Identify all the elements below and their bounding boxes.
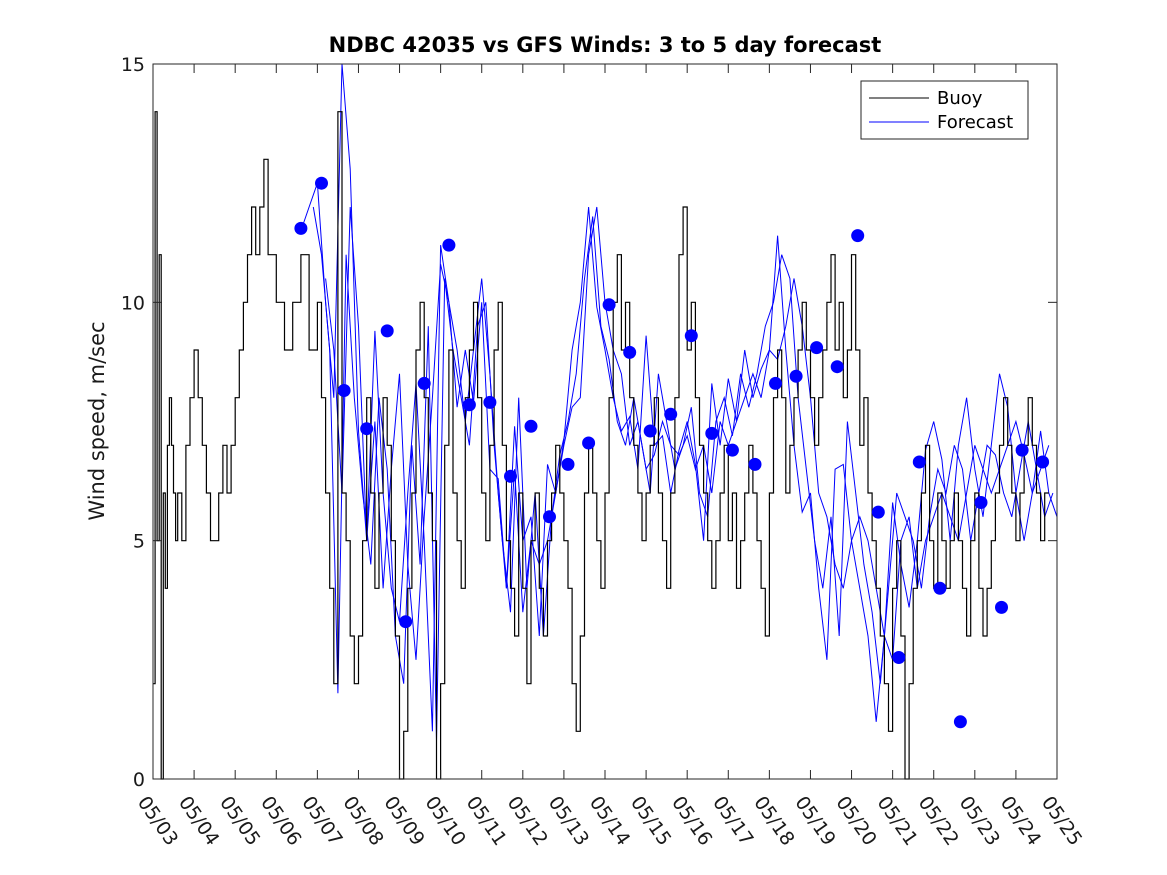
forecast-point: [294, 221, 308, 235]
chart-title: NDBC 42035 vs GFS Winds: 3 to 5 day fore…: [329, 33, 882, 57]
forecast-points-group: [294, 176, 1050, 729]
forecast-point: [953, 715, 967, 729]
forecast-line-1: [300, 63, 1058, 732]
forecast-point: [582, 436, 596, 450]
buoy-line: [153, 111, 1049, 780]
forecast-point: [748, 457, 762, 471]
forecast-point: [561, 457, 575, 471]
forecast-point: [974, 496, 988, 509]
forecast-point: [912, 455, 926, 469]
forecast-point: [851, 229, 865, 243]
y-tick-label: 15: [121, 54, 145, 76]
forecast-point: [705, 426, 719, 440]
forecast-point: [789, 369, 803, 383]
buoy-line-group: [153, 111, 1049, 780]
forecast-point: [684, 329, 698, 343]
forecast-point: [995, 600, 1008, 614]
forecast-point: [417, 376, 431, 390]
forecast-point: [1036, 455, 1050, 469]
forecast-point: [643, 424, 657, 438]
forecast-point: [871, 505, 885, 519]
forecast-point: [602, 298, 616, 312]
y-tick-label: 10: [121, 292, 145, 314]
forecast-point: [315, 176, 328, 190]
forecast-point: [483, 395, 497, 409]
legend-buoy-label: Buoy: [937, 88, 983, 109]
forecast-point: [524, 419, 538, 433]
forecast-point: [504, 469, 517, 483]
forecast-point: [1015, 443, 1029, 457]
forecast-point: [810, 341, 824, 355]
plot-area: [153, 64, 1057, 779]
y-tick-label: 0: [133, 769, 145, 791]
forecast-point: [933, 581, 947, 595]
legend-box: [860, 80, 1029, 140]
forecast-line-3: [325, 206, 1050, 660]
forecast-point: [830, 360, 844, 374]
legend: Buoy Forecast: [860, 80, 1029, 140]
forecast-point: [442, 238, 456, 252]
forecast-point: [892, 651, 906, 664]
forecast-point: [543, 510, 556, 524]
forecast-point: [769, 376, 782, 390]
legend-forecast-label: Forecast: [937, 112, 1013, 133]
y-axis: 0 5 10 15: [121, 54, 1057, 791]
forecast-point: [337, 384, 351, 397]
forecast-point: [623, 345, 637, 359]
forecast-point: [664, 407, 678, 421]
y-tick-label: 5: [133, 531, 145, 553]
forecast-point: [462, 398, 476, 412]
forecast-point: [360, 422, 374, 436]
forecast-point: [399, 615, 413, 629]
y-axis-label: Wind speed, m/sec: [85, 321, 109, 520]
forecast-point: [725, 443, 739, 457]
forecast-point: [380, 324, 394, 338]
